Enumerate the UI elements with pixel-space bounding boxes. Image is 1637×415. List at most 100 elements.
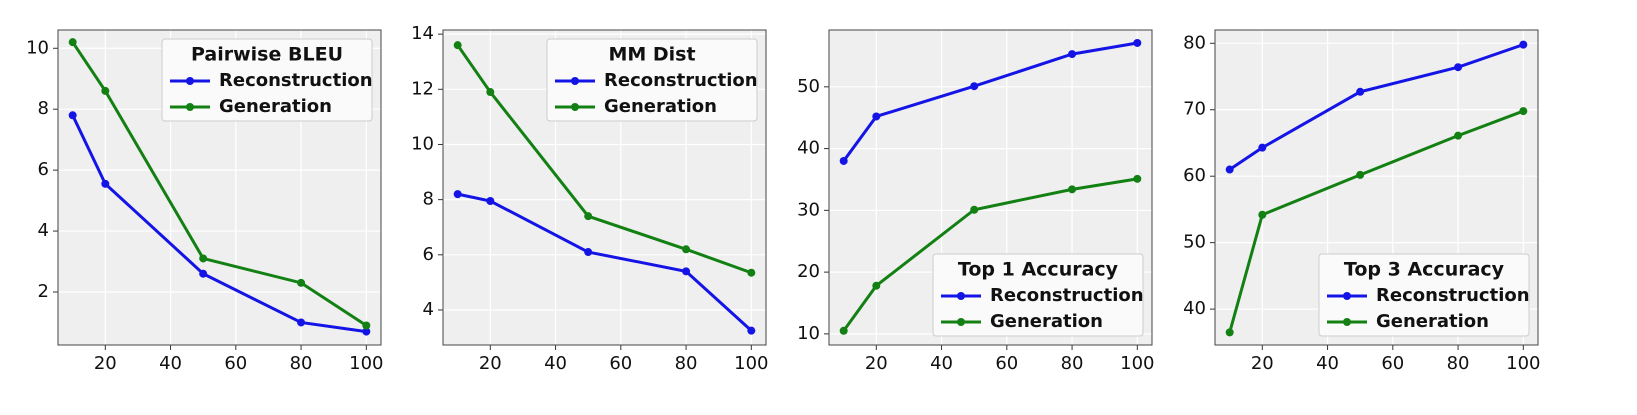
- point: [68, 38, 77, 47]
- y-tick-label: 40: [1183, 298, 1206, 319]
- plot-frame: [1214, 29, 1539, 346]
- y-tick-label: 6: [423, 244, 434, 265]
- plot-frame: [828, 29, 1153, 346]
- x-tick-label: 20: [1251, 353, 1274, 374]
- point: [839, 156, 848, 165]
- y-tick-label: 50: [797, 76, 820, 97]
- point: [486, 197, 495, 206]
- x-tick-label: 20: [865, 353, 888, 374]
- point: [747, 326, 756, 335]
- x-tick-label: 40: [544, 353, 567, 374]
- point: [584, 212, 593, 221]
- point: [1258, 143, 1267, 152]
- y-tick-label: 10: [411, 133, 434, 154]
- legend-box: [932, 253, 1144, 337]
- y-tick-label: 8: [423, 189, 434, 210]
- point: [101, 86, 110, 95]
- legend-marker: [186, 77, 194, 85]
- point: [362, 321, 371, 330]
- legend-label: Reconstruction: [1376, 285, 1530, 306]
- legend-title: Top 1 Accuracy: [958, 259, 1119, 281]
- y-tick-label: 50: [1183, 232, 1206, 253]
- y-tick-label: 10: [26, 37, 49, 58]
- x-tick-label: 80: [1447, 353, 1470, 374]
- legend-label: Generation: [604, 96, 717, 117]
- point: [970, 205, 979, 214]
- x-tick-label: 100: [1120, 353, 1154, 374]
- x-tick-label: 20: [94, 353, 117, 374]
- legend-marker: [957, 292, 965, 300]
- y-tick-label: 6: [38, 159, 49, 180]
- plot-frame: [57, 29, 382, 346]
- x-tick-label: 100: [734, 353, 768, 374]
- point: [682, 267, 691, 276]
- point: [1454, 63, 1463, 72]
- point: [839, 326, 848, 335]
- point: [199, 269, 208, 278]
- x-tick-label: 40: [159, 353, 182, 374]
- point: [297, 318, 306, 327]
- x-tick-label: 100: [1506, 353, 1540, 374]
- y-tick-label: 20: [797, 261, 820, 282]
- legend-marker: [1343, 318, 1351, 326]
- point: [584, 248, 593, 257]
- point: [453, 41, 462, 50]
- point: [872, 112, 881, 121]
- legend-box: [546, 38, 758, 122]
- legend-title: MM Dist: [608, 44, 695, 66]
- y-tick-label: 4: [38, 220, 49, 241]
- point: [1454, 131, 1463, 140]
- legend-label: Generation: [1376, 311, 1489, 332]
- y-tick-label: 70: [1183, 99, 1206, 120]
- legend-box: [161, 38, 373, 122]
- x-tick-label: 60: [224, 353, 247, 374]
- legend-marker: [186, 103, 194, 111]
- legend-marker: [1343, 292, 1351, 300]
- x-tick-label: 80: [290, 353, 313, 374]
- point: [1068, 185, 1077, 194]
- point: [872, 281, 881, 290]
- legend-label: Reconstruction: [604, 70, 758, 91]
- legend-label: Reconstruction: [219, 70, 373, 91]
- point: [1356, 170, 1365, 179]
- x-tick-label: 80: [1061, 353, 1084, 374]
- y-tick-label: 12: [411, 78, 434, 99]
- y-tick-label: 8: [38, 98, 49, 119]
- point: [682, 245, 691, 254]
- x-tick-label: 40: [930, 353, 953, 374]
- y-tick-label: 40: [797, 138, 820, 159]
- y-tick-label: 10: [797, 323, 820, 344]
- point: [1258, 210, 1267, 219]
- point: [1519, 40, 1528, 49]
- point: [1225, 165, 1234, 174]
- x-tick-label: 20: [479, 353, 502, 374]
- point: [1133, 38, 1142, 47]
- legend-box: [1318, 253, 1530, 337]
- y-tick-label: 4: [423, 299, 434, 320]
- y-tick-label: 2: [38, 281, 49, 302]
- x-tick-label: 60: [609, 353, 632, 374]
- legend-title: Pairwise BLEU: [191, 44, 343, 66]
- x-tick-label: 40: [1316, 353, 1339, 374]
- plot-frame: [442, 29, 767, 346]
- y-tick-label: 30: [797, 199, 820, 220]
- x-tick-label: 100: [349, 353, 383, 374]
- legend-label: Generation: [990, 311, 1103, 332]
- legend-label: Reconstruction: [990, 285, 1144, 306]
- point: [1133, 174, 1142, 183]
- point: [297, 278, 306, 287]
- point: [101, 179, 110, 188]
- x-tick-label: 80: [675, 353, 698, 374]
- y-tick-label: 80: [1183, 32, 1206, 53]
- legend-marker: [957, 318, 965, 326]
- point: [1356, 87, 1365, 96]
- point: [970, 82, 979, 91]
- point: [68, 111, 77, 120]
- y-tick-label: 14: [411, 23, 434, 44]
- point: [1068, 50, 1077, 59]
- y-tick-label: 60: [1183, 165, 1206, 186]
- point: [747, 268, 756, 277]
- point: [486, 88, 495, 97]
- legend-marker: [571, 103, 579, 111]
